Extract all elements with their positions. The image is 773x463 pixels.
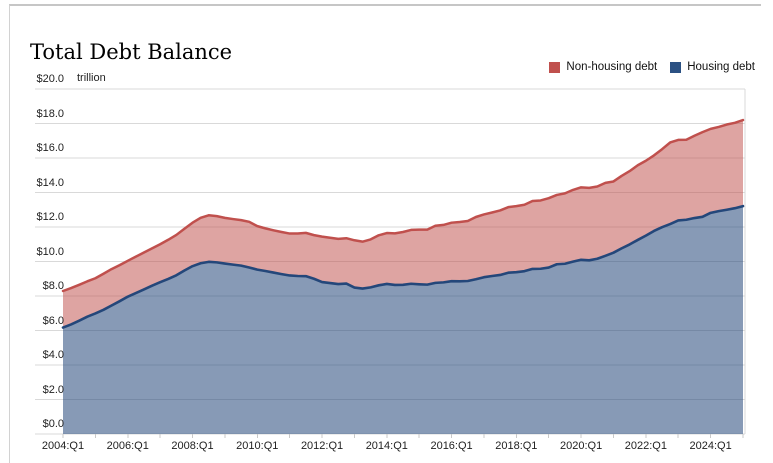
legend: Non-housing debt Housing debt xyxy=(549,61,755,73)
y-axis-label: $4.0 xyxy=(42,349,64,361)
y-axis-label: $6.0 xyxy=(42,314,64,327)
y-axis-unit-label: trillion xyxy=(77,72,106,84)
legend-label-nonhousing-debt: Non-housing debt xyxy=(566,61,658,73)
y-axis-label: $10.0 xyxy=(36,245,64,258)
legend-item-nonhousing-debt[interactable]: Non-housing debt xyxy=(549,61,657,73)
y-axis-label: $14.0 xyxy=(36,176,64,189)
y-axis-label: $0.0 xyxy=(42,418,64,430)
y-axis-label: $12.0 xyxy=(36,211,64,223)
legend-item-housing-debt[interactable]: Housing debt xyxy=(670,61,755,73)
legend-label-housing-debt: Housing debt xyxy=(687,61,755,73)
x-axis-label: 2008:Q1 xyxy=(171,440,214,452)
y-axis-label: $18.0 xyxy=(36,107,64,120)
x-axis-label: 2010:Q1 xyxy=(236,440,279,452)
y-axis-label: $8.0 xyxy=(42,280,64,292)
x-axis-label: 2022:Q1 xyxy=(624,440,667,452)
x-axis-label: 2012:Q1 xyxy=(300,440,344,452)
x-axis-label: 2014:Q1 xyxy=(365,440,408,452)
housing-debt-area xyxy=(63,206,743,434)
total-debt-line xyxy=(61,118,745,293)
y-axis-label: $16.0 xyxy=(36,142,64,154)
x-axis-label: 2018:Q1 xyxy=(495,440,538,452)
chart-title: Total Debt Balance xyxy=(30,40,233,65)
housing-debt-line xyxy=(61,204,745,329)
x-axis-label: 2020:Q1 xyxy=(559,440,603,452)
x-axis-label: 2016:Q1 xyxy=(430,440,473,452)
x-axis-label: 2004:Q1 xyxy=(41,440,85,452)
nonhousing-debt-area xyxy=(63,120,743,328)
y-axis-label: $20.0 xyxy=(36,73,64,85)
housing-debt-swatch-icon xyxy=(670,61,682,73)
x-axis-label: 2006:Q1 xyxy=(106,440,149,452)
y-axis-label: $2.0 xyxy=(42,383,64,396)
x-axis-label: 2024:Q1 xyxy=(689,440,732,452)
nonhousing-debt-swatch-icon xyxy=(549,61,561,73)
